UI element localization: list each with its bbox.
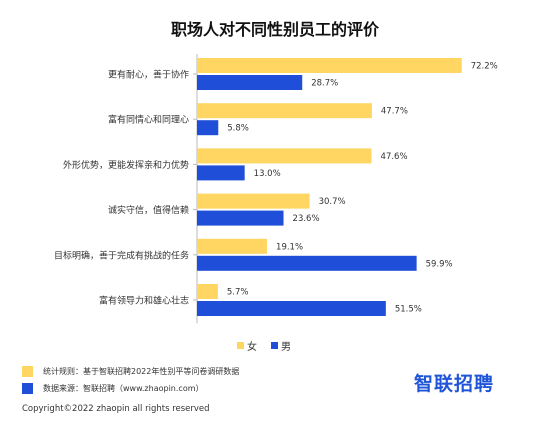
chart-legend: 女 男 xyxy=(237,338,291,353)
data-label-male: 5.8% xyxy=(227,124,249,134)
zhaopin-logo: 智联招聘 xyxy=(414,373,495,395)
category-label: 更有耐心，善于协作 xyxy=(108,69,189,81)
bar-female xyxy=(197,238,268,254)
bar-male xyxy=(197,120,219,136)
bar-female xyxy=(197,58,462,73)
data-label-female: 47.6% xyxy=(381,152,408,162)
legend-label-male: 男 xyxy=(281,342,291,353)
category-label: 富有领导力和雄心壮志 xyxy=(99,295,189,307)
chart-title: 职场人对不同性别员工的评价 xyxy=(170,20,379,39)
category-label: 外形优势，更能发挥亲和力优势 xyxy=(63,159,189,171)
legend-swatch-male xyxy=(271,342,278,349)
data-label-female: 72.2% xyxy=(471,62,498,72)
bar-male xyxy=(197,255,417,271)
note-swatch-yellow xyxy=(22,366,33,377)
data-source-text: 数据来源：智联招聘（www.zhaopin.com） xyxy=(43,384,204,393)
bar-female xyxy=(197,284,218,299)
bar-female xyxy=(197,103,372,119)
data-label-male: 51.5% xyxy=(395,305,422,315)
stat-rule-note: 统计规则：基于智联招聘2022年性别平等问卷调研数据 xyxy=(22,366,239,377)
stat-rule-text: 统计规则：基于智联招聘2022年性别平等问卷调研数据 xyxy=(43,367,240,376)
bar-female xyxy=(197,193,310,209)
bar-male xyxy=(197,165,245,181)
data-label-female: 47.7% xyxy=(381,107,408,117)
legend-label-female: 女 xyxy=(247,342,257,353)
bar-chart: 更有耐心，善于协作 72.2% 28.7% 富有同情心和同理心 47.7% 5.8% 外形优… xyxy=(54,54,498,324)
bar-male xyxy=(197,301,386,316)
data-label-male: 23.6% xyxy=(293,214,320,224)
category-label: 目标明确，善于完成有挑战的任务 xyxy=(54,249,189,261)
data-label-female: 19.1% xyxy=(276,242,303,252)
bar-male xyxy=(197,210,284,226)
bar-female xyxy=(197,148,372,164)
data-label-male: 59.9% xyxy=(426,259,453,269)
legend-item-female: 女 xyxy=(237,338,257,353)
data-label-male: 13.0% xyxy=(254,169,281,179)
copyright-text: Copyright©2022 zhaopin all rights reserv… xyxy=(22,404,210,414)
note-swatch-blue xyxy=(22,383,33,394)
legend-item-male: 男 xyxy=(271,338,291,353)
data-label-female: 5.7% xyxy=(227,288,249,298)
data-label-female: 30.7% xyxy=(319,197,346,207)
bar-male xyxy=(197,75,303,90)
data-label-male: 28.7% xyxy=(311,79,338,89)
category-label: 诚实守信，值得信赖 xyxy=(108,204,189,216)
legend-swatch-female xyxy=(237,342,244,349)
data-source-note: 数据来源：智联招聘（www.zhaopin.com） xyxy=(22,383,204,394)
category-label: 富有同情心和同理心 xyxy=(108,114,189,126)
